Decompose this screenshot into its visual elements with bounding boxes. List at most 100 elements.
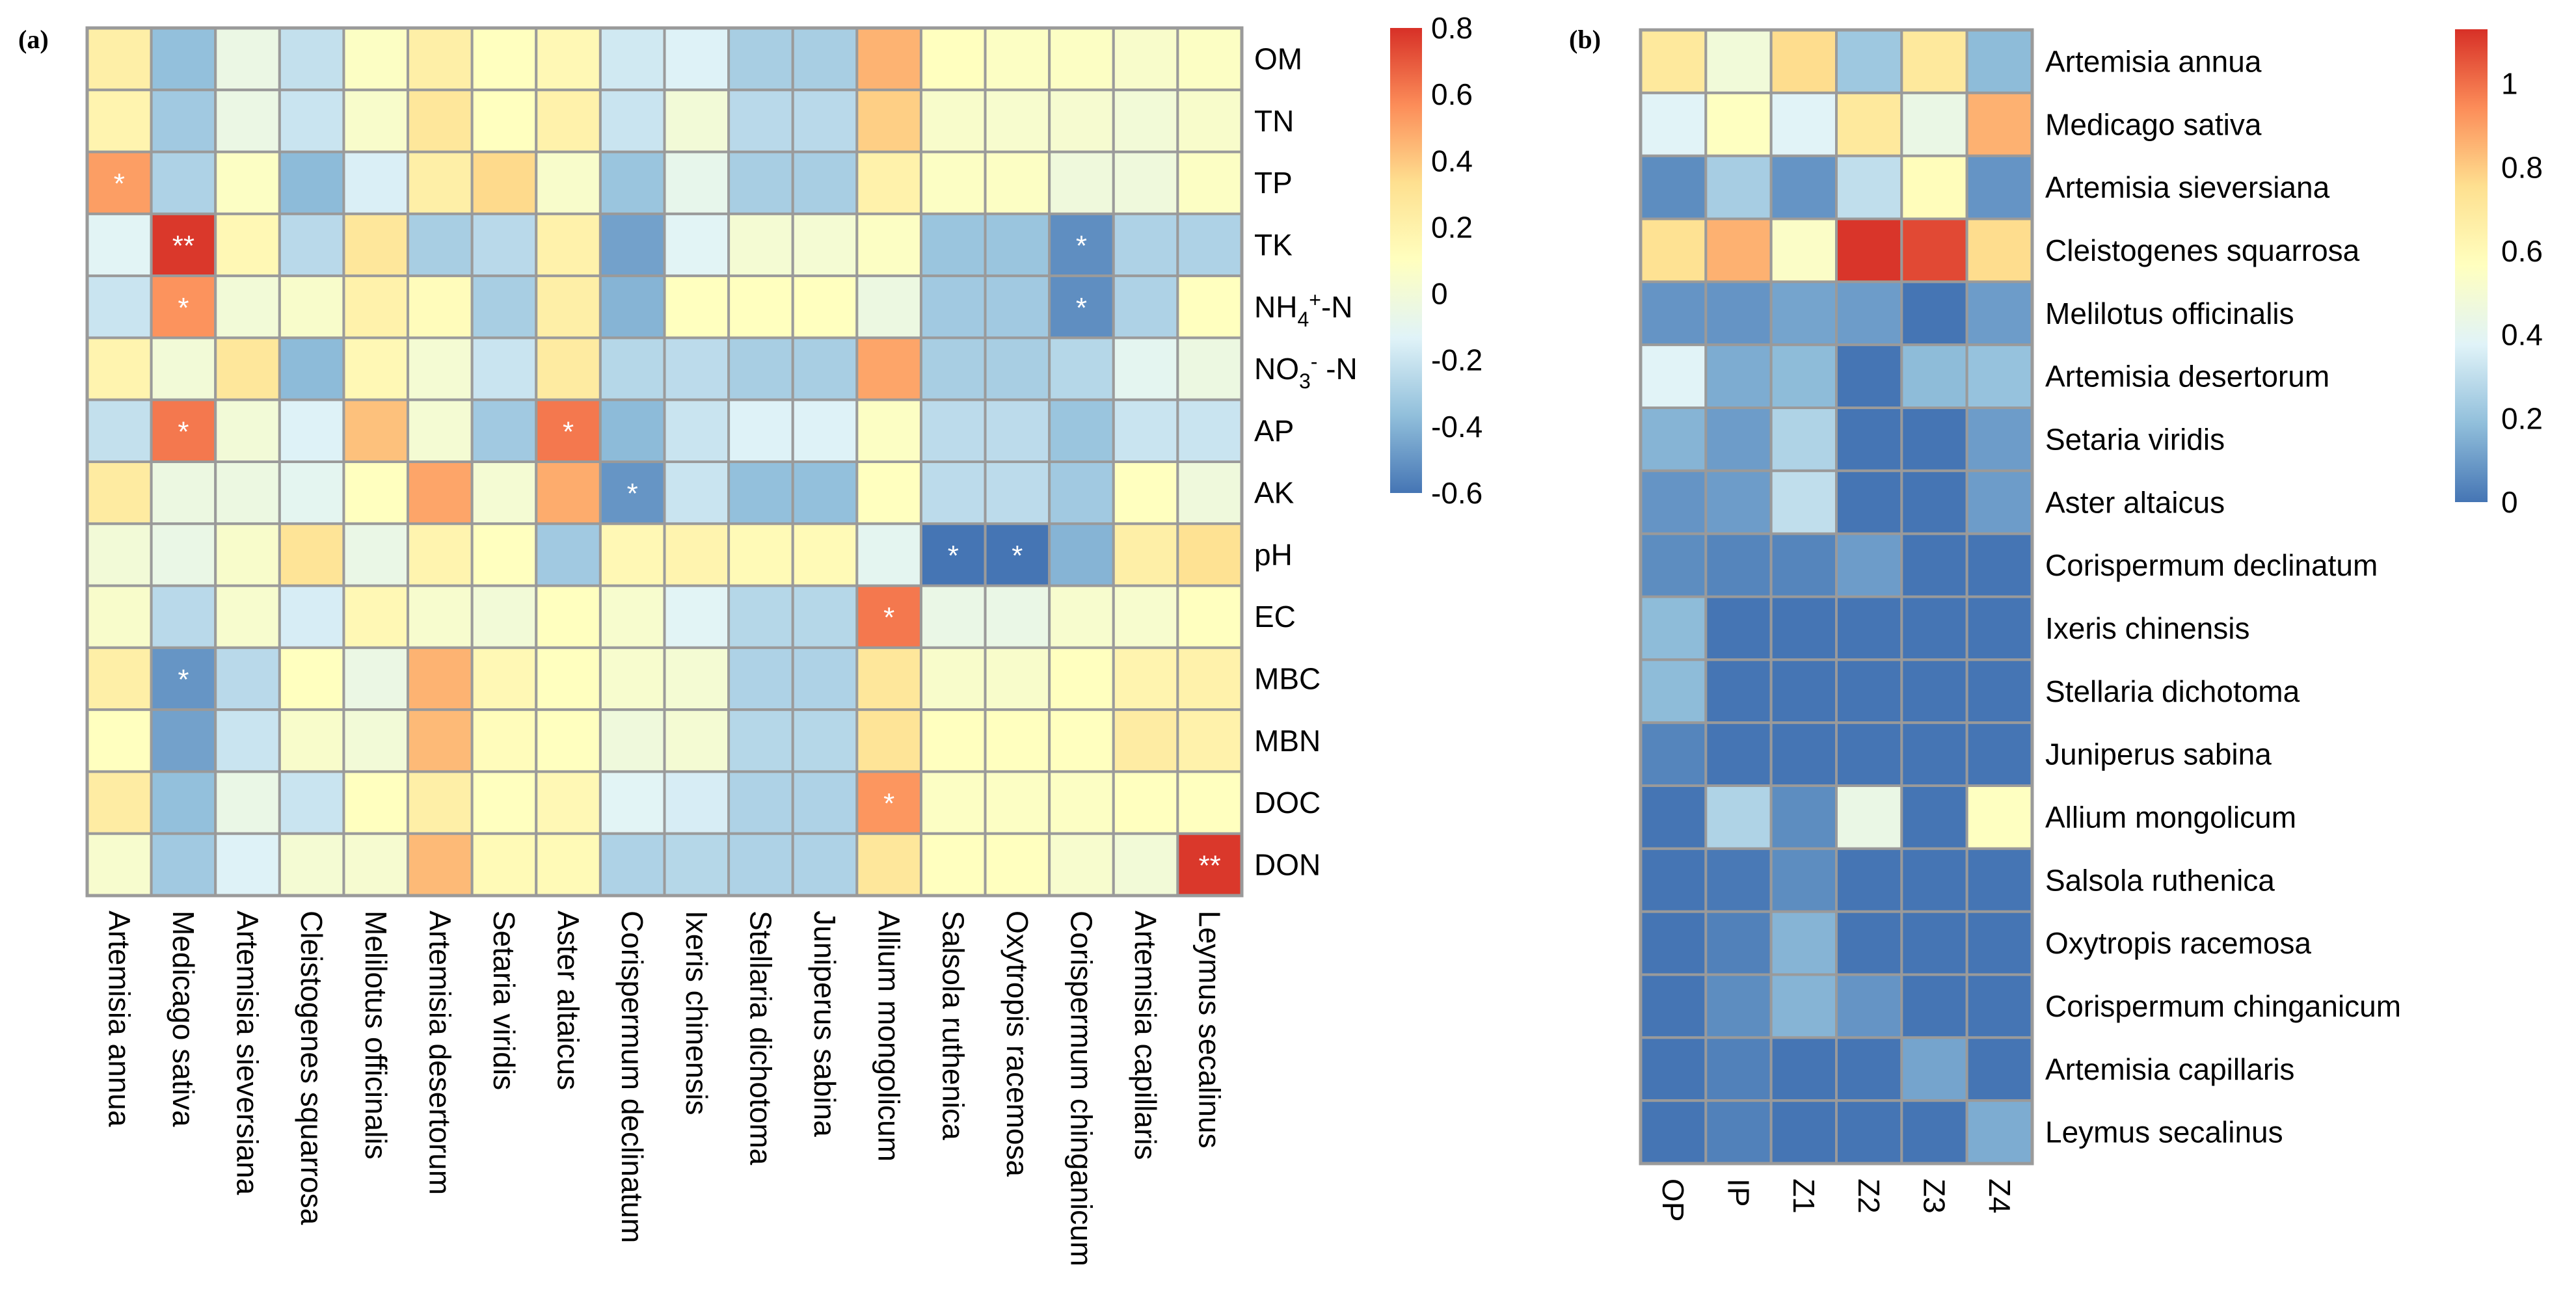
- heatmap-cell: [150, 584, 217, 649]
- heatmap-cell: [1704, 973, 1773, 1039]
- row-label-base: NO: [1254, 352, 1299, 386]
- heatmap-cell: [1835, 280, 1903, 347]
- heatmap-cell: [727, 708, 794, 773]
- heatmap-cell: [663, 832, 731, 897]
- heatmap-cell: [535, 88, 602, 153]
- heatmap-cell: [150, 27, 217, 92]
- heatmap-cell: [278, 274, 345, 340]
- colorbar-tick-label: 0.2: [1431, 210, 1473, 244]
- heatmap-cell: [86, 460, 153, 526]
- colorbar-tick-label: -0.2: [1431, 343, 1483, 377]
- column-label: Stellaria dichotoma: [744, 911, 777, 1166]
- row-label: Stellaria dichotoma: [2045, 674, 2300, 708]
- heatmap-cell: [342, 646, 410, 712]
- heatmap-cell: [1048, 88, 1115, 153]
- heatmap-cell: [984, 274, 1051, 340]
- heatmap-cell: [1835, 595, 1903, 661]
- heatmap-cell: [214, 27, 281, 92]
- heatmap-cell: [598, 212, 666, 278]
- heatmap-cell: [342, 584, 410, 649]
- column-label: Allium mongolicum: [872, 911, 906, 1162]
- column-label: Salsola ruthenica: [936, 911, 970, 1140]
- heatmap-cell: [470, 522, 538, 587]
- column-label: Z3: [1918, 1179, 1952, 1214]
- heatmap-cell: [1176, 770, 1244, 835]
- heatmap-cell: [1835, 784, 1903, 850]
- heatmap-cell: [1900, 343, 1968, 410]
- heatmap-cell: [1048, 398, 1115, 464]
- heatmap-cell: [86, 398, 153, 464]
- heatmap-cell: [1112, 832, 1179, 897]
- heatmap-cell: [86, 336, 153, 401]
- heatmap-cell: [598, 274, 666, 340]
- heatmap-cell: [1835, 658, 1903, 725]
- heatmap-cell: [150, 522, 217, 587]
- heatmap-cell: [407, 708, 474, 773]
- column-label: Artemisia annua: [102, 911, 136, 1127]
- heatmap-cell: [214, 212, 281, 278]
- heatmap-cell: [1900, 407, 1968, 472]
- heatmap-cell: [214, 584, 281, 649]
- colorbar-gradient: [1390, 28, 1422, 493]
- row-label: Melilotus officinalis: [2045, 297, 2294, 330]
- heatmap-cell: [1900, 973, 1968, 1039]
- heatmap-cell: [1835, 721, 1903, 787]
- heatmap-cell: [470, 27, 538, 92]
- heatmap-cell: [663, 336, 731, 401]
- heatmap-cell: [1048, 708, 1115, 773]
- heatmap-cell: [1965, 217, 2034, 284]
- heatmap-cell: [919, 336, 987, 401]
- heatmap-cell: [855, 460, 922, 526]
- heatmap-cell: [1965, 280, 2034, 347]
- column-label: IP: [1722, 1179, 1756, 1206]
- heatmap-cell: [342, 708, 410, 773]
- heatmap-cell: [1704, 91, 1773, 157]
- heatmap-cell: [1176, 212, 1244, 278]
- heatmap-cell: [1835, 29, 1903, 94]
- heatmap-cell: [278, 522, 345, 587]
- row-label-base: TK: [1254, 228, 1293, 262]
- heatmap-cell: [984, 212, 1051, 278]
- heatmap-cell: [86, 212, 153, 278]
- heatmap-cell: [278, 336, 345, 401]
- row-label-base: OM: [1254, 42, 1302, 76]
- column-label: Cleistogenes squarrosa: [295, 911, 329, 1225]
- colorbar-tick-label: 0.8: [2501, 150, 2543, 184]
- heatmap-cell: [1639, 154, 1708, 220]
- heatmap-cell: [1769, 154, 1838, 220]
- heatmap-cell: [663, 274, 731, 340]
- significance-mark: *: [948, 540, 959, 572]
- heatmap-cell: [407, 150, 474, 215]
- row-label-subscript: 4: [1297, 308, 1309, 331]
- heatmap-cell: [984, 150, 1051, 215]
- heatmap-cell: [1112, 150, 1179, 215]
- heatmap-cell: [86, 88, 153, 153]
- row-label: TP: [1254, 166, 1293, 200]
- heatmap-cell: [727, 522, 794, 587]
- row-label: Leymus secalinus: [2045, 1115, 2283, 1149]
- heatmap-cell: [1965, 1036, 2034, 1102]
- heatmap-cell: [470, 398, 538, 464]
- heatmap-cell: [1704, 154, 1773, 220]
- column-label: Oxytropis racemosa: [1000, 911, 1034, 1177]
- heatmap-cell: [1900, 847, 1968, 913]
- column-label: Artemisia capillaris: [1129, 911, 1162, 1160]
- column-label: Z4: [1983, 1179, 2017, 1214]
- heatmap-cell: [984, 708, 1051, 773]
- heatmap-cell: [1704, 532, 1773, 598]
- heatmap-cell: [342, 832, 410, 897]
- heatmap-cell: [1900, 217, 1968, 284]
- heatmap-cell: [727, 460, 794, 526]
- heatmap-cell: [791, 398, 859, 464]
- heatmap-cell: [278, 770, 345, 835]
- heatmap-cell: [727, 398, 794, 464]
- heatmap-cell: [1965, 784, 2034, 850]
- row-label-base: AK: [1254, 476, 1295, 510]
- heatmap-cell: [1835, 1036, 1903, 1102]
- column-label: Leymus secalinus: [1193, 911, 1227, 1149]
- heatmap-cell: [1048, 646, 1115, 712]
- heatmap-cell: [1769, 343, 1838, 410]
- significance-mark: **: [1199, 849, 1221, 881]
- row-label-tail: -N: [1321, 290, 1353, 324]
- heatmap-cell: [1639, 595, 1708, 661]
